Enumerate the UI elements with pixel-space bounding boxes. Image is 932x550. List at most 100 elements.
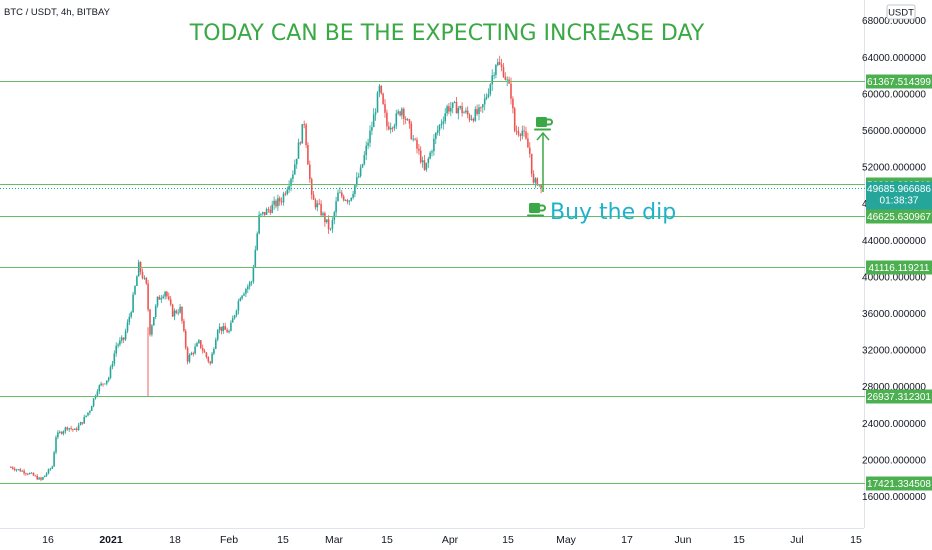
candle-body bbox=[429, 152, 431, 159]
candle-body bbox=[344, 200, 347, 201]
candle-body bbox=[404, 118, 407, 120]
candle-body bbox=[136, 276, 138, 286]
price-tick-label: 16000.000000 bbox=[862, 492, 926, 503]
candle-body bbox=[154, 306, 157, 317]
candle-body bbox=[320, 203, 322, 216]
candle-body bbox=[448, 106, 450, 112]
candle-body bbox=[294, 164, 296, 175]
candle-body bbox=[540, 184, 542, 189]
candle-body bbox=[380, 85, 383, 94]
candle-body bbox=[119, 340, 121, 345]
candle-body bbox=[389, 127, 392, 130]
candle-body bbox=[515, 131, 518, 132]
candle-body bbox=[436, 130, 439, 133]
candle-body bbox=[171, 304, 174, 317]
candle-body bbox=[451, 102, 454, 108]
candle-body bbox=[339, 192, 341, 194]
candle-body bbox=[248, 282, 251, 287]
candle-body bbox=[233, 315, 236, 319]
candle-body bbox=[265, 209, 268, 215]
candle-body bbox=[55, 437, 57, 453]
time-tick-label: Jul bbox=[790, 534, 803, 546]
candle-body bbox=[160, 298, 163, 300]
candle-body bbox=[356, 177, 358, 186]
level-price-badge bbox=[866, 260, 932, 275]
candle-body bbox=[226, 329, 228, 333]
candle-body bbox=[68, 428, 70, 430]
candle-body bbox=[230, 322, 232, 331]
candle-body bbox=[147, 283, 149, 310]
candle-body bbox=[205, 352, 208, 358]
candle-body bbox=[203, 350, 206, 353]
candle-body bbox=[213, 348, 215, 354]
candle-body bbox=[329, 228, 332, 230]
candle-body bbox=[500, 64, 503, 68]
candle-body bbox=[36, 475, 38, 480]
candle-body bbox=[536, 178, 539, 186]
candle-body bbox=[457, 108, 460, 114]
price-tick-label: 56000.000000 bbox=[862, 126, 926, 137]
candle-body bbox=[440, 123, 443, 126]
candle-body bbox=[43, 475, 46, 478]
candle-body bbox=[374, 112, 377, 115]
candle-body bbox=[81, 422, 84, 424]
candle-body bbox=[466, 110, 469, 115]
candle-body bbox=[346, 200, 349, 202]
candle-body bbox=[282, 193, 285, 203]
candle-body bbox=[444, 113, 446, 122]
candle-body bbox=[85, 415, 87, 417]
time-tick-label: 16 bbox=[42, 534, 54, 546]
candle-body bbox=[397, 111, 399, 114]
candle-body bbox=[96, 391, 99, 396]
candle-body bbox=[200, 340, 202, 348]
candle-body bbox=[393, 125, 396, 129]
candle-body bbox=[215, 339, 217, 349]
candle-body bbox=[478, 107, 480, 114]
candle-body bbox=[121, 337, 123, 341]
candle-body bbox=[224, 326, 226, 330]
annotation-title[interactable]: TODAY CAN BE THE EXPECTING INCREASE DAY bbox=[189, 21, 705, 46]
candle-body bbox=[149, 309, 151, 335]
candle-body bbox=[305, 124, 307, 145]
candle-body bbox=[53, 452, 55, 467]
price-tick-label: 32000.000000 bbox=[862, 346, 926, 357]
candle-body bbox=[399, 111, 401, 116]
candle-body bbox=[256, 233, 258, 250]
candle-body bbox=[459, 106, 461, 108]
candle-body bbox=[263, 212, 266, 215]
price-tick-label: 40000.000000 bbox=[862, 272, 926, 283]
candle-body bbox=[297, 142, 300, 159]
candle-body bbox=[179, 306, 181, 313]
candle-body bbox=[235, 310, 238, 316]
candle-body bbox=[423, 160, 426, 170]
candle-body bbox=[27, 473, 29, 475]
candle-body bbox=[442, 121, 445, 124]
candle-body bbox=[341, 192, 343, 197]
candle-body bbox=[403, 108, 405, 119]
candle-body bbox=[156, 296, 159, 306]
price-tick-label: 28000.000000 bbox=[862, 382, 926, 393]
candle-body bbox=[228, 330, 230, 333]
candle-body bbox=[487, 94, 490, 97]
candle-body bbox=[532, 173, 535, 183]
candle-body bbox=[77, 425, 80, 430]
candle-body bbox=[166, 291, 168, 297]
level-price-label: 61367.514399 bbox=[867, 77, 931, 88]
time-axis[interactable]: 16 2021 18 Feb 15 Mar 15 Apr 15 May 17 Jun 15 Jul 15 bbox=[42, 534, 862, 546]
candle-body bbox=[337, 192, 339, 202]
candle-body bbox=[60, 431, 63, 434]
candle-body bbox=[303, 124, 305, 125]
candle-body bbox=[98, 385, 101, 392]
candle-body bbox=[468, 114, 471, 120]
candle-body bbox=[280, 201, 283, 203]
candle-body bbox=[401, 108, 403, 116]
candle-body bbox=[309, 164, 311, 180]
candle-body bbox=[290, 178, 292, 186]
candle-body bbox=[151, 325, 153, 335]
candle-body bbox=[186, 347, 189, 362]
buy-the-dip-label[interactable]: Buy the dip bbox=[550, 200, 676, 225]
price-axis[interactable]: 16000.000000 20000.000000 24000.000000 2800… bbox=[862, 16, 926, 503]
candle-body bbox=[527, 138, 529, 148]
candle-body bbox=[382, 93, 384, 105]
